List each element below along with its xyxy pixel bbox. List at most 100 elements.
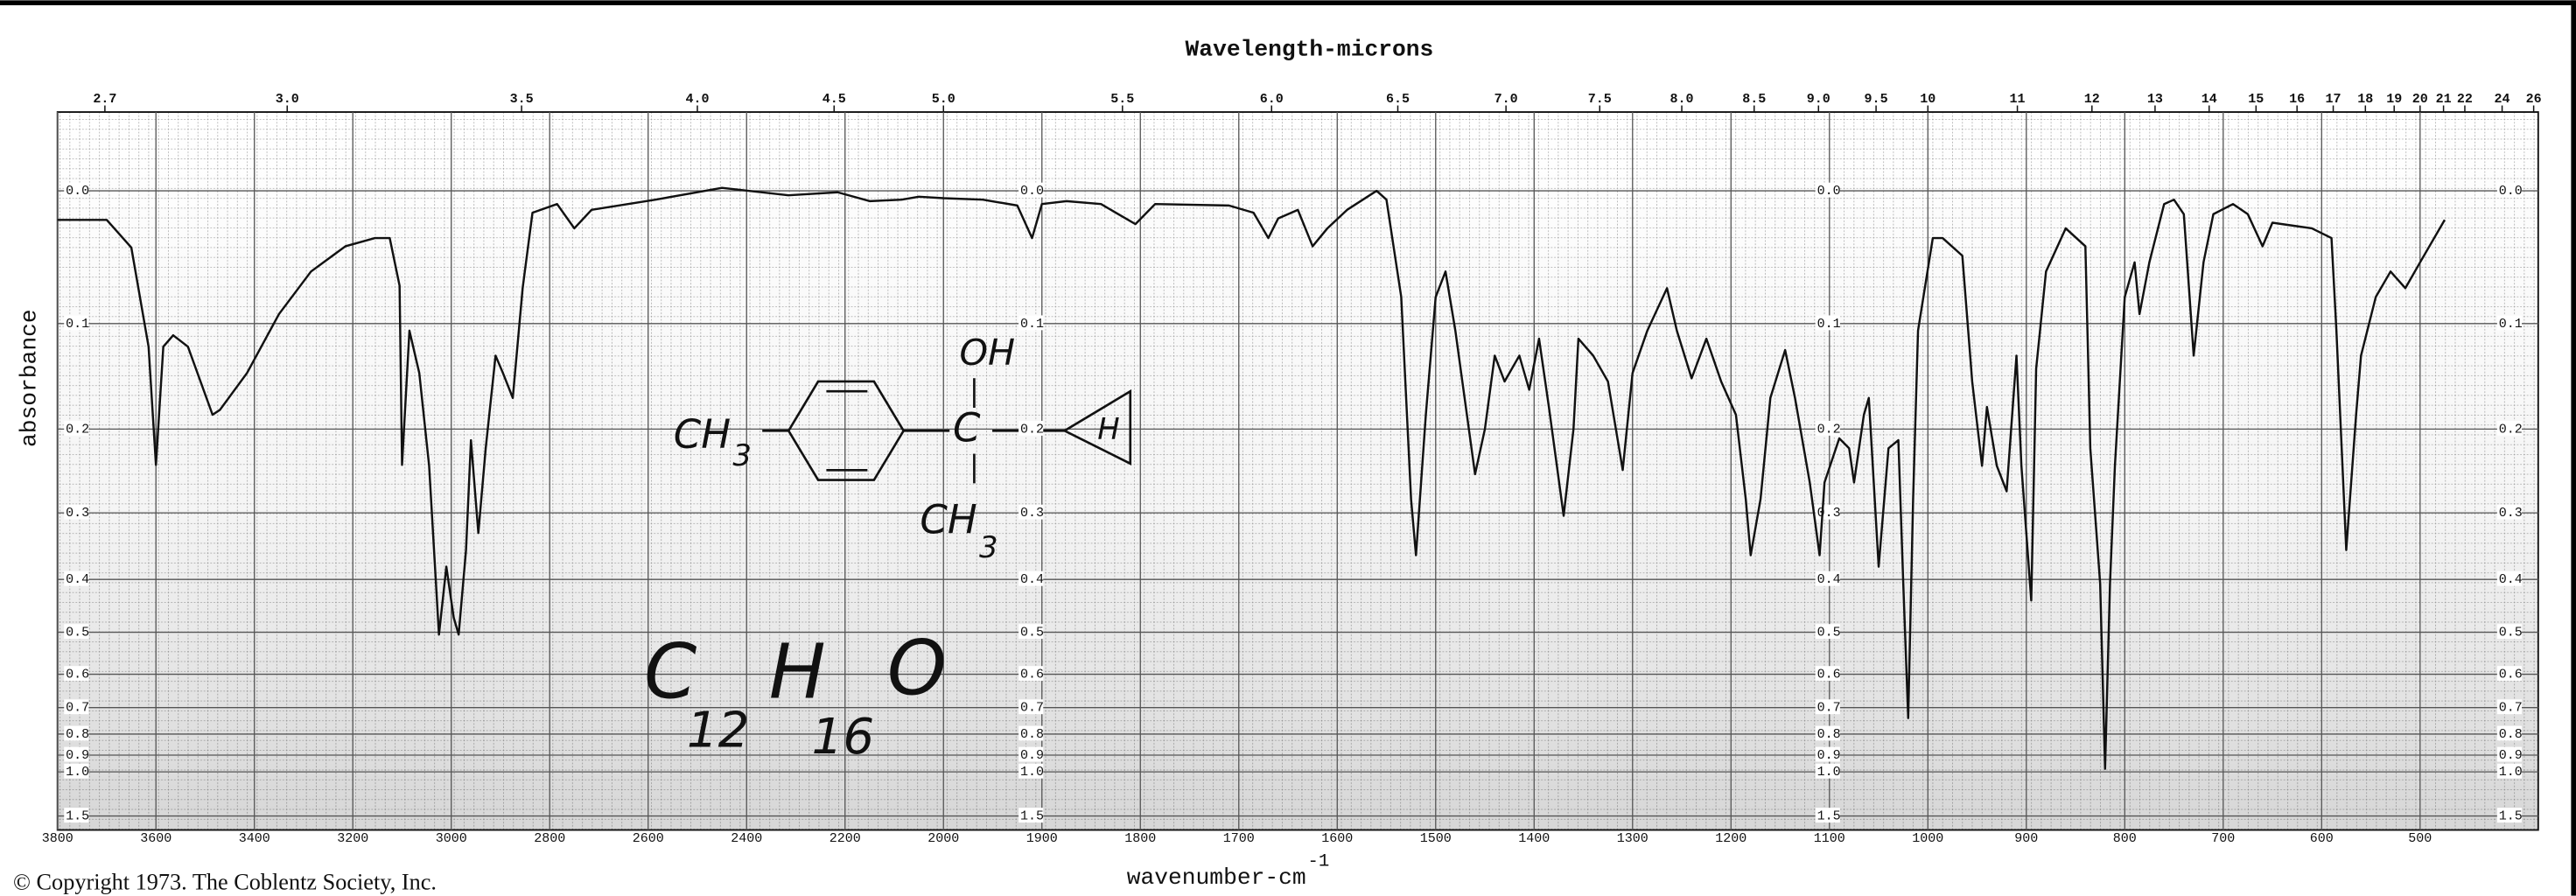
tick-label-bg <box>1815 746 1840 762</box>
x2-tick-label: 21 <box>2436 91 2452 107</box>
tick-label-bg <box>1815 420 1840 436</box>
y-tick-label: 0.9 <box>66 747 89 763</box>
tick-label-bg <box>1018 808 1044 823</box>
y-tick-label: 0.6 <box>66 667 89 682</box>
x-tick-label: 1900 <box>1026 830 1058 846</box>
scan-border <box>0 0 2576 6</box>
y-tick-label: 1.5 <box>1020 808 1044 824</box>
tick-label-bg <box>64 315 89 331</box>
x-tick-label: 900 <box>2014 830 2038 846</box>
y-tick-label: 0.5 <box>66 625 89 640</box>
x2-tick-label: 6.0 <box>1260 91 1284 107</box>
x-tick-label: 1100 <box>1814 830 1845 846</box>
tick-label-bg <box>64 182 89 198</box>
x2-tick-label: 22 <box>2457 91 2473 107</box>
formula-text: 16 <box>812 709 875 766</box>
x2-tick-label: 8.0 <box>1670 91 1694 107</box>
y-tick-label: 0.1 <box>2499 316 2523 332</box>
y-tick-label: 1.0 <box>66 764 89 780</box>
tick-label-bg <box>64 504 89 520</box>
structure-label: CH <box>674 411 731 458</box>
y-axis-label: absorbance <box>17 309 43 447</box>
tick-label-bg <box>2496 182 2523 198</box>
y-tick-label: 0.4 <box>1817 571 1841 587</box>
copyright: © Copyright 1973. The Coblentz Society, … <box>13 870 437 895</box>
tick-label-bg <box>1018 504 1044 520</box>
x2-tick-label: 17 <box>2326 91 2342 107</box>
x-tick-label: 600 <box>2310 830 2334 846</box>
tick-label-bg <box>2496 624 2523 640</box>
x2-tick-label: 14 <box>2202 91 2217 107</box>
y-tick-label: 1.5 <box>2499 808 2523 824</box>
y-tick-label: 0.1 <box>66 316 89 332</box>
y-tick-label: 0.8 <box>1020 726 1044 742</box>
structure-label: C <box>953 404 981 451</box>
y-tick-label: 0.8 <box>2499 726 2523 742</box>
y-tick-label: 0.6 <box>1020 667 1044 682</box>
tick-label-bg <box>1815 699 1840 715</box>
y-tick-label: 0.7 <box>1020 700 1044 716</box>
x2-tick-label: 20 <box>2412 91 2428 107</box>
tick-label-bg <box>2496 746 2523 762</box>
tick-label-bg <box>2496 725 2523 741</box>
y-tick-label: 0.4 <box>1020 571 1044 587</box>
y-tick-label: 0.0 <box>1817 183 1841 199</box>
x2-tick-label: 15 <box>2248 91 2264 107</box>
tick-label-bg <box>64 763 89 779</box>
tick-label-bg <box>1018 666 1044 682</box>
scan-border <box>2571 0 2576 896</box>
y-tick-label: 1.5 <box>1817 808 1841 824</box>
structure-label: 3 <box>732 438 752 472</box>
x2-tick-label: 10 <box>1920 91 1936 107</box>
tick-label-bg <box>1018 570 1044 586</box>
x2-tick-label: 6.5 <box>1386 91 1410 107</box>
tick-label-bg <box>2496 666 2523 682</box>
x2-tick-label: 3.0 <box>276 91 299 107</box>
structure-label: 3 <box>979 530 998 564</box>
tick-label-bg <box>64 808 89 823</box>
tick-label-bg <box>2496 699 2523 715</box>
structure-label: H <box>1097 412 1119 446</box>
y-tick-label: 0.4 <box>66 571 89 587</box>
x-axis-label-superscript: -1 <box>1308 852 1330 872</box>
x2-tick-label: 24 <box>2495 91 2510 107</box>
x-tick-label: 1300 <box>1617 830 1648 846</box>
y-tick-label: 0.2 <box>2499 421 2523 437</box>
tick-label-bg <box>1018 746 1044 762</box>
formula-text: H <box>769 628 826 716</box>
tick-label-bg <box>1018 182 1044 198</box>
tick-label-bg <box>1018 315 1044 331</box>
y-tick-label: 0.4 <box>2499 571 2523 587</box>
tick-label-bg <box>1018 725 1044 741</box>
y-tick-label: 0.3 <box>2499 505 2523 521</box>
tick-label-bg <box>1018 420 1044 436</box>
x2-tick-label: 9.5 <box>1865 91 1888 107</box>
x-tick-label: 700 <box>2211 830 2235 846</box>
y-tick-label: 0.2 <box>1817 421 1841 437</box>
x-tick-label: 1600 <box>1321 830 1353 846</box>
tick-label-bg <box>64 570 89 586</box>
x-tick-label: 3600 <box>140 830 172 846</box>
x-tick-label: 1200 <box>1715 830 1746 846</box>
x-tick-label: 3000 <box>436 830 467 846</box>
tick-label-bg <box>2496 420 2523 436</box>
x2-tick-label: 11 <box>2010 91 2026 107</box>
x-tick-label: 3400 <box>239 830 270 846</box>
tick-label-bg <box>64 746 89 762</box>
y-tick-label: 0.9 <box>1020 747 1044 763</box>
tick-label-bg <box>2496 763 2523 779</box>
chart-title: Wavelength-microns <box>1186 37 1434 63</box>
x-tick-label: 1800 <box>1124 830 1156 846</box>
y-tick-label: 0.3 <box>1817 505 1841 521</box>
x-tick-label: 3200 <box>337 830 368 846</box>
x-axis-label: wavenumber-cm <box>1127 864 1306 891</box>
x2-tick-label: 7.0 <box>1494 91 1518 107</box>
tick-label-bg <box>1815 182 1840 198</box>
tick-label-bg <box>1815 808 1840 823</box>
formula-text: O <box>887 626 947 713</box>
tick-label-bg <box>1815 570 1840 586</box>
x-tick-label: 800 <box>2113 830 2137 846</box>
tick-label-bg <box>1815 624 1840 640</box>
y-tick-label: 0.0 <box>66 183 89 199</box>
